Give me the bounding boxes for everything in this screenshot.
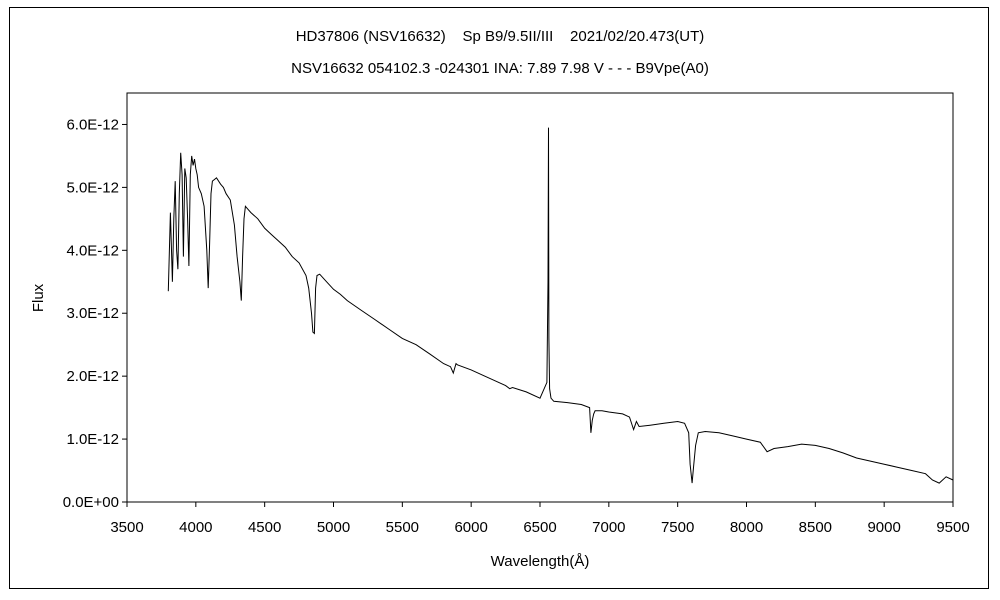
x-tick-label: 8500 bbox=[799, 519, 832, 536]
x-tick-label: 5500 bbox=[386, 519, 419, 536]
y-axis-label: Flux bbox=[30, 283, 47, 312]
chart-title-line-2: NSV16632 054102.3 -024301 INA: 7.89 7.98… bbox=[291, 60, 709, 77]
chart-title-line-1: HD37806 (NSV16632) Sp B9/9.5II/III 2021/… bbox=[295, 28, 705, 45]
plot-border bbox=[126, 92, 954, 503]
y-tick-label: 2.0E-12 bbox=[66, 368, 119, 385]
y-tick-label: 1.0E-12 bbox=[66, 431, 119, 448]
x-tick-label: 3500 bbox=[110, 519, 143, 536]
x-tick-label: 5000 bbox=[317, 519, 350, 536]
x-tick-label: 9500 bbox=[936, 519, 969, 536]
x-tick-label: 9000 bbox=[867, 519, 900, 536]
chart-frame bbox=[9, 7, 989, 589]
y-tick-label: 3.0E-12 bbox=[66, 305, 119, 322]
x-tick-label: 7000 bbox=[592, 519, 625, 536]
x-tick-label: 4000 bbox=[179, 519, 212, 536]
y-tick-label: 6.0E-12 bbox=[66, 116, 119, 133]
x-axis-label: Wavelength(Å) bbox=[491, 553, 590, 570]
y-tick-label: 0.0E+00 bbox=[63, 494, 119, 511]
x-tick-label: 6000 bbox=[454, 519, 487, 536]
spectrum-line bbox=[167, 127, 954, 484]
y-tick-label: 5.0E-12 bbox=[66, 179, 119, 196]
x-tick-label: 8000 bbox=[730, 519, 763, 536]
x-tick-label: 4500 bbox=[248, 519, 281, 536]
x-tick-label: 6500 bbox=[523, 519, 556, 536]
y-tick-label: 4.0E-12 bbox=[66, 242, 119, 259]
x-tick-label: 7500 bbox=[661, 519, 694, 536]
